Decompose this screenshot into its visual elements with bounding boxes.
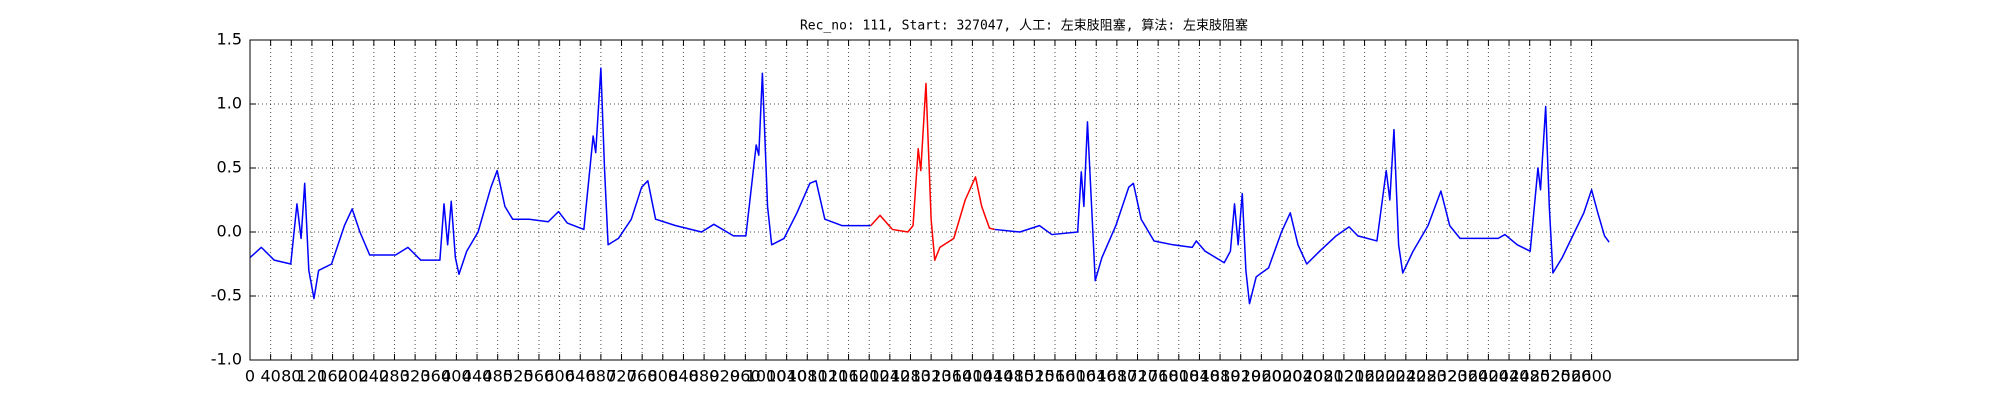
x-tick-label: 520 [503,367,534,386]
x-tick-label: 840 [668,367,699,386]
x-tick-label: 320 [400,367,431,386]
ecg-line [870,82,995,261]
x-tick-label: 2160 [1344,367,1385,386]
x-tick-label: 440 [462,367,493,386]
x-tick-label: 960 [730,367,761,386]
x-tick-label: 200 [338,367,369,386]
x-tick-label: 1440 [973,367,1014,386]
x-tick-label: 2600 [1571,367,1612,386]
y-tick-label: 1.0 [217,94,242,113]
x-tick-label: 2000 [1262,367,1303,386]
x-tick-label: 1000 [746,367,787,386]
x-tick-label: 1680 [1097,367,1138,386]
x-tick-label: 1880 [1200,367,1241,386]
y-tick-label: 0.5 [217,158,242,177]
x-tick-label: 1400 [952,367,993,386]
x-tick-label: 160 [317,367,348,386]
x-tick-label: 1200 [849,367,890,386]
x-tick-label: 400 [441,367,472,386]
x-tick-label: 0 [245,367,255,386]
x-tick-label: 1760 [1138,367,1179,386]
x-tick-label: 680 [586,367,617,386]
x-tick-label: 1360 [931,367,972,386]
x-tick-label: 2480 [1509,367,1550,386]
x-tick-label: 1840 [1179,367,1220,386]
x-tick-label: 480 [482,367,513,386]
y-tick-label: -0.5 [211,286,242,305]
x-tick-label: 1720 [1117,367,1158,386]
x-tick-label: 2560 [1551,367,1592,386]
x-tick-label: 720 [606,367,637,386]
x-tick-label: 1640 [1076,367,1117,386]
x-tick-label: 1600 [1055,367,1096,386]
x-tick-label: 360 [420,367,451,386]
x-tick-label: 1560 [1035,367,1076,386]
chart-title: Rec_no: 111, Start: 327047, 人工: 左束肢阻塞, 算… [800,18,1248,34]
x-tick-label: 2040 [1282,367,1323,386]
x-tick-label: 1920 [1220,367,1261,386]
x-tick-label: 120 [297,367,328,386]
x-tick-label: 640 [565,367,596,386]
x-tick-label: 1520 [1014,367,1055,386]
x-tick-label: 1480 [993,367,1034,386]
x-tick-label: 2440 [1489,367,1530,386]
x-tick-label: 2200 [1365,367,1406,386]
x-tick-label: 80 [281,367,301,386]
x-tick-label: 240 [359,367,390,386]
y-tick-label: -1.0 [211,350,242,369]
x-tick-label: 2360 [1447,367,1488,386]
x-tick-label: 1080 [787,367,828,386]
x-tick-label: 1280 [890,367,931,386]
y-tick-label: 1.5 [217,30,242,49]
x-tick-label: 1800 [1158,367,1199,386]
x-tick-label: 1120 [808,367,849,386]
ecg-line [249,67,1610,305]
x-tick-label: 2080 [1303,367,1344,386]
x-tick-label: 280 [379,367,410,386]
x-tick-label: 1240 [869,367,910,386]
x-tick-label: 920 [709,367,740,386]
x-tick-label: 40 [260,367,280,386]
x-tick-label: 800 [648,367,679,386]
x-tick-label: 600 [544,367,575,386]
y-tick-label: 0.0 [217,222,242,241]
x-tick-label: 1040 [766,367,807,386]
x-tick-label: 2400 [1468,367,1509,386]
x-tick-label: 2120 [1324,367,1365,386]
x-tick-label: 1320 [911,367,952,386]
x-tick-label: 560 [524,367,555,386]
x-tick-label: 1160 [828,367,869,386]
x-tick-label: 760 [627,367,658,386]
x-tick-label: 2320 [1427,367,1468,386]
plot-frame [249,39,1799,361]
x-tick-label: 2240 [1385,367,1426,386]
x-tick-label: 880 [689,367,720,386]
x-tick-label: 2280 [1406,367,1447,386]
x-tick-label: 2520 [1530,367,1571,386]
x-tick-label: 1960 [1241,367,1282,386]
